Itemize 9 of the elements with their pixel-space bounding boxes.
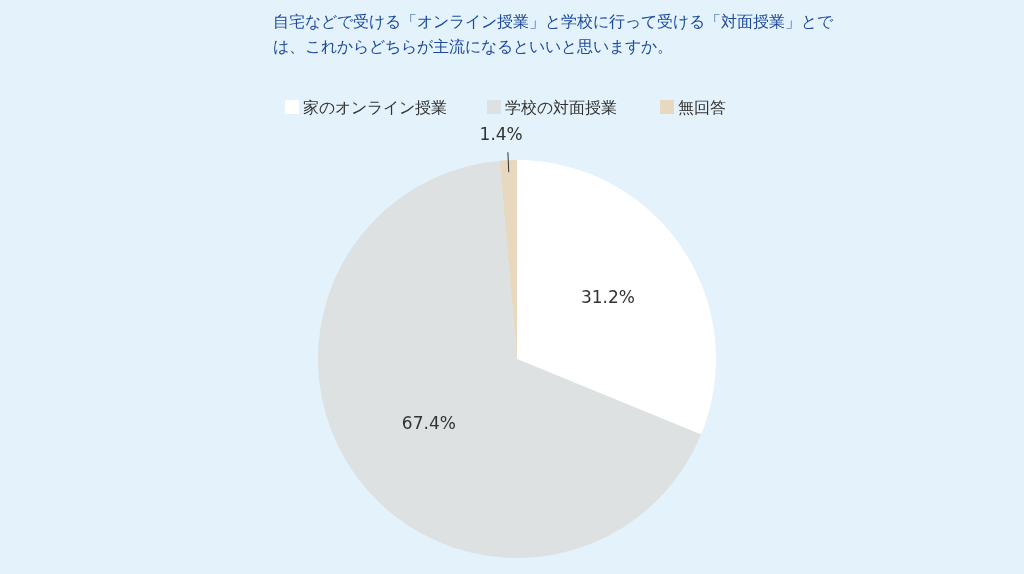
pie-slice bbox=[318, 160, 702, 558]
data-label: 67.4% bbox=[401, 412, 456, 433]
legend-label: 学校の対面授業 bbox=[505, 98, 617, 117]
data-label: 31.2% bbox=[580, 287, 635, 308]
data-label: 1.4% bbox=[479, 124, 523, 145]
chart-title: 自宅などで受ける「オンライン授業」と学校に行って受ける「対面授業」とでは、これからどちらが主流になるといいと思いますか。 bbox=[273, 11, 834, 58]
pie-slice bbox=[517, 160, 716, 435]
legend-label: 家のオンライン授業 bbox=[303, 98, 447, 117]
legend-label: 無回答 bbox=[678, 98, 726, 117]
